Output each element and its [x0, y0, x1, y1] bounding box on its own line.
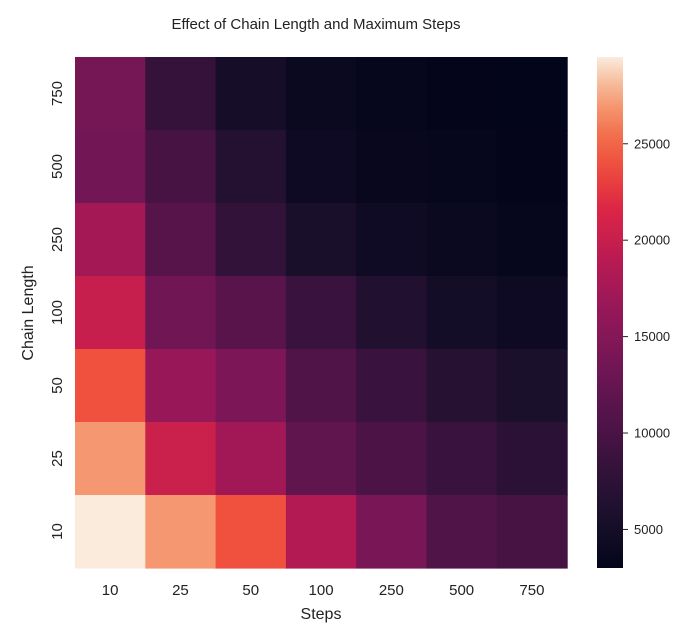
heatmap-cell	[145, 57, 217, 131]
heatmap-cell	[215, 130, 287, 204]
x-tick-label: 250	[379, 582, 404, 599]
heatmap-cell	[496, 422, 568, 496]
heatmap-cell	[496, 495, 568, 569]
heatmap-cell	[145, 422, 217, 496]
heatmap-cell	[145, 349, 217, 423]
heatmap-cell	[145, 203, 217, 277]
heatmap-cell	[285, 130, 357, 204]
y-tick-label: 500	[49, 154, 66, 179]
x-tick-label: 750	[519, 582, 544, 599]
heatmap-cell	[215, 495, 287, 569]
y-tick-labels: 750 500 250 100 50 25 10	[49, 81, 66, 540]
heatmap-cell	[285, 422, 357, 496]
heatmap-cell	[426, 495, 498, 569]
x-tick-label: 10	[102, 582, 119, 599]
heatmap-cell	[356, 495, 428, 569]
heatmap-cell	[426, 57, 498, 131]
heatmap-cell	[75, 276, 146, 350]
heatmap-cell	[426, 349, 498, 423]
heatmap-cell	[496, 203, 568, 277]
y-tick-label: 25	[49, 450, 66, 467]
colorbar-tick-label: 25000	[634, 136, 670, 151]
heatmap-cells	[75, 57, 568, 569]
heatmap-cell	[426, 422, 498, 496]
heatmap-cell	[215, 203, 287, 277]
heatmap-cell	[75, 495, 146, 569]
heatmap-cell	[496, 276, 568, 350]
heatmap-cell	[496, 130, 568, 204]
heatmap-cell	[215, 57, 287, 131]
heatmap-cell	[145, 130, 217, 204]
heatmap-cell	[426, 130, 498, 204]
y-tick-label: 750	[49, 81, 66, 106]
colorbar-tick-label: 5000	[634, 522, 663, 537]
y-tick-label: 50	[49, 377, 66, 394]
x-axis-label: Steps	[301, 606, 342, 623]
heatmap-cell	[285, 203, 357, 277]
heatmap-cell	[285, 349, 357, 423]
heatmap-cell	[75, 349, 146, 423]
heatmap-cell	[496, 57, 568, 131]
x-tick-labels: 10 25 50 100 250 500 750	[102, 582, 545, 599]
colorbar	[597, 57, 623, 568]
colorbar-tick-label: 15000	[634, 329, 670, 344]
heatmap-cell	[285, 495, 357, 569]
heatmap-cell	[285, 276, 357, 350]
heatmap-cell	[75, 57, 146, 131]
heatmap-cell	[356, 203, 428, 277]
x-tick-label: 500	[449, 582, 474, 599]
heatmap-cell	[215, 422, 287, 496]
heatmap-cell	[145, 495, 217, 569]
heatmap-cell	[75, 203, 146, 277]
heatmap-cell	[426, 203, 498, 277]
heatmap-cell	[496, 349, 568, 423]
y-tick-label: 250	[49, 227, 66, 252]
x-tick-label: 25	[172, 582, 189, 599]
x-tick-label: 50	[242, 582, 259, 599]
heatmap-cell	[356, 276, 428, 350]
heatmap-cell	[75, 422, 146, 496]
heatmap-cell	[356, 57, 428, 131]
colorbar-tick-label: 20000	[634, 233, 670, 248]
heatmap-cell	[145, 276, 217, 350]
y-tick-label: 10	[49, 523, 66, 540]
heatmap-cell	[426, 276, 498, 350]
x-tick-label: 100	[309, 582, 334, 599]
y-tick-label: 100	[49, 300, 66, 325]
heatmap-cell	[215, 349, 287, 423]
heatmap-cell	[356, 130, 428, 204]
heatmap-cell	[356, 349, 428, 423]
heatmap-cell	[75, 130, 146, 204]
colorbar-tick-label: 10000	[634, 426, 670, 441]
heatmap-cell	[215, 276, 287, 350]
heatmap-cell	[356, 422, 428, 496]
heatmap-cell	[285, 57, 357, 131]
colorbar-ticks: 5000 10000 15000 20000 25000	[623, 136, 670, 537]
y-axis-label: Chain Length	[20, 265, 37, 360]
chart-title: Effect of Chain Length and Maximum Steps	[171, 16, 460, 33]
